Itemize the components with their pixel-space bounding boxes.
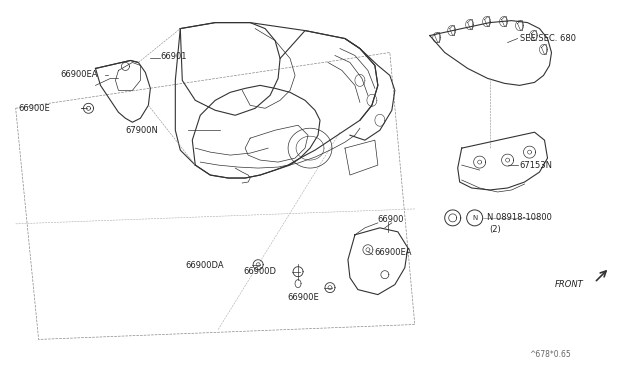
Text: 66900EA: 66900EA: [374, 248, 412, 257]
Text: N 08918-10800: N 08918-10800: [486, 214, 552, 222]
Text: FRONT: FRONT: [554, 280, 583, 289]
Text: 67900N: 67900N: [125, 126, 158, 135]
Text: 66900E: 66900E: [19, 104, 51, 113]
Text: 66900E: 66900E: [287, 293, 319, 302]
Text: (2): (2): [490, 225, 501, 234]
Text: 66900D: 66900D: [243, 267, 276, 276]
Text: 66900EA: 66900EA: [61, 70, 98, 79]
Text: 66901: 66901: [161, 52, 187, 61]
Text: N: N: [472, 215, 477, 221]
Text: ^678*0.65: ^678*0.65: [529, 350, 572, 359]
Text: 66900: 66900: [378, 215, 404, 224]
Text: SEE SEC. 680: SEE SEC. 680: [520, 34, 575, 43]
Text: 66900DA: 66900DA: [186, 261, 224, 270]
Text: 67153N: 67153N: [520, 161, 552, 170]
